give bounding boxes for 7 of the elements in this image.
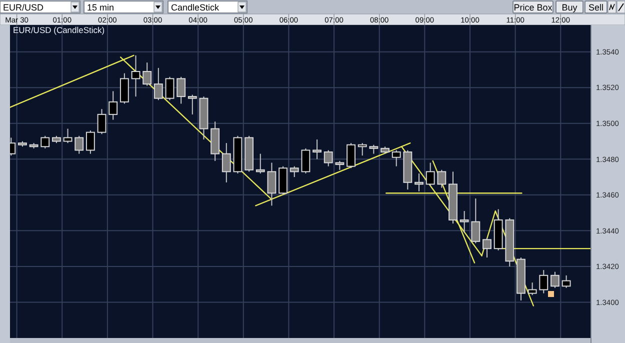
text: Sell [588, 2, 604, 12]
chart-title: EUR/USD (CandleStick) [13, 25, 105, 35]
text: EUR/USD [3, 2, 44, 12]
text: Price Box [514, 2, 553, 12]
text: 15 min [87, 2, 114, 12]
text: Buy [562, 2, 578, 12]
text: CandleStick [171, 2, 220, 12]
